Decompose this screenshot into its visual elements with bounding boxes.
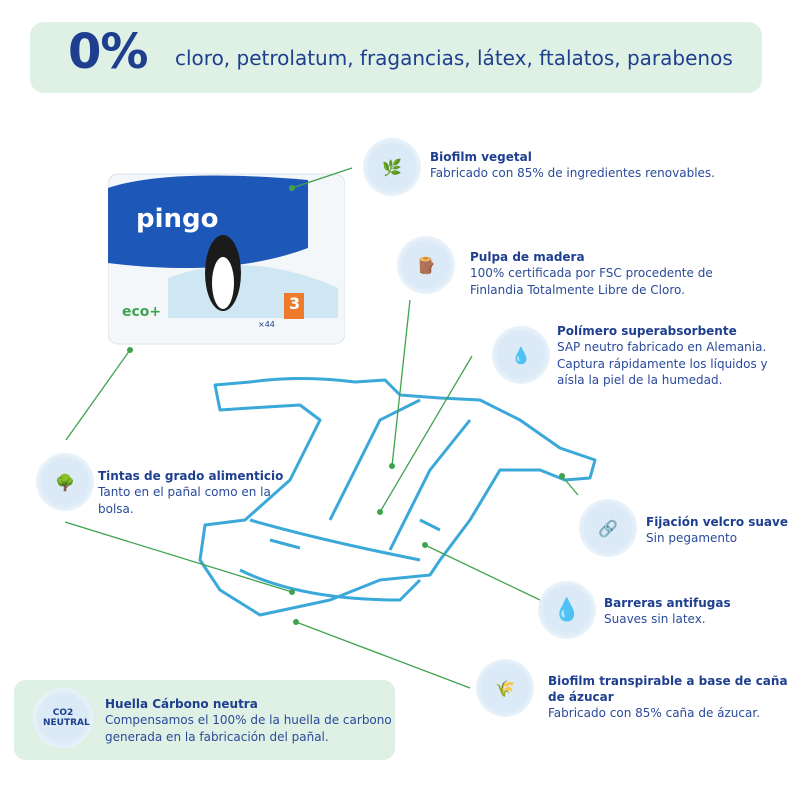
size-label: 3	[289, 294, 301, 313]
zero-percent: 0%	[68, 24, 148, 80]
diaper-outline	[198, 377, 597, 617]
feature-title: Pulpa de madera	[470, 250, 585, 264]
link-icon: 🔗	[579, 499, 637, 557]
feature-desc: Fabricado con 85% caña de ázucar.	[548, 706, 761, 720]
feature-title: Fijación velcro suave	[646, 515, 788, 529]
feature-title: de ázucar	[548, 690, 614, 704]
water-drops-icon: 💧	[492, 326, 550, 384]
leaf-recycle-icon: 🌿	[363, 138, 421, 196]
tree-icon: 🌳	[36, 453, 94, 511]
claim-banner	[30, 22, 762, 93]
feature-desc: Finlandia Totalmente Libre de Cloro.	[470, 282, 685, 297]
leader-lines	[64, 167, 579, 689]
eco-label: eco+	[122, 304, 162, 320]
leader-dots	[127, 185, 565, 625]
carbon-desc: Compensamos el 100% de la huella de carb…	[105, 713, 392, 727]
feature-desc: Suaves sin latex.	[604, 612, 706, 626]
feature-title: Barreras antifugas	[604, 596, 731, 610]
co2-neutral-icon: CO2 NEUTRAL	[33, 688, 93, 748]
feature-desc: bolsa.	[98, 501, 134, 516]
count-label: ×44	[258, 320, 275, 329]
feature-desc: Fabricado con 85% de ingredientes renova…	[430, 166, 715, 180]
feature-title: Polímero superabsorbente	[557, 324, 737, 338]
feature-desc: Sin pegamento	[646, 531, 738, 545]
free-from-claim: cloro, petrolatum, fragancias, látex, ft…	[175, 46, 733, 70]
feature-title: Tintas de grado alimenticio	[98, 469, 284, 483]
carbon-neutral-box: CO2 NEUTRAL Huella Cárbono neutra Compen…	[14, 680, 395, 760]
carbon-title: Huella Cárbono neutra	[105, 697, 258, 711]
feature-title: Biofilm vegetal	[430, 150, 532, 164]
carbon-desc: generada en la fabricación del pañal.	[105, 729, 329, 744]
feature-title: Biofilm transpirable a base de caña	[548, 674, 788, 688]
wood-logs-icon: 🪵	[397, 236, 455, 294]
drop-icon: 💧	[538, 581, 596, 639]
sugarcane-icon: 🌾	[476, 659, 534, 717]
feature-desc: Captura rápidamente los líquidos y	[557, 356, 768, 371]
brand-logo: pingo	[136, 204, 219, 234]
feature-desc: SAP neutro fabricado en Alemania.	[557, 340, 767, 354]
product-pack: pingo eco+ 3 ×44	[107, 168, 346, 350]
feature-desc: aísla la piel de la humedad.	[557, 373, 723, 387]
feature-desc: Tanto en el pañal como en la	[98, 485, 271, 499]
co2-badge: CO2 NEUTRAL	[43, 708, 90, 728]
feature-desc: 100% certificada por FSC procedente de	[470, 266, 713, 280]
